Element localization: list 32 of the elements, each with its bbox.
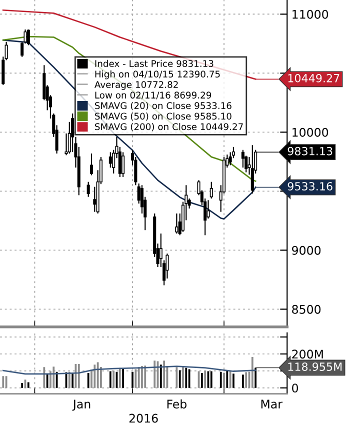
annotation: 9533.16 — [288, 182, 332, 190]
candlestick — [86, 181, 90, 198]
candlestick — [122, 152, 125, 178]
y-tick-label: 10000 — [292, 128, 328, 137]
legend-label: SMAVG (200) on Close 10449.27 — [95, 123, 243, 132]
annotation: 9831.13 — [288, 146, 332, 156]
annotation: Average 10772.82 — [94, 81, 178, 90]
y-tick-label: 11000 — [292, 10, 328, 19]
annotation: 118.955M — [288, 362, 342, 371]
y-tick-label: 9000 — [292, 246, 321, 255]
legend-label: Index - Last Price 9831.13 — [95, 60, 214, 68]
x-tick-label: Feb — [167, 399, 186, 409]
annotation: High on 04/10/15 12390.75 — [95, 70, 220, 80]
legend-label: SMAVG (20) on Close 9533.16 — [95, 102, 232, 110]
candlestick — [250, 144, 254, 194]
candlestick — [241, 149, 244, 168]
annotation: Low on 02/11/16 8699.29 — [95, 92, 212, 100]
line-series — [2, 366, 256, 375]
x-tick-label: Mar — [261, 400, 282, 409]
legend-label: SMAVG (50) on Close 9585.10 — [95, 112, 232, 121]
candlestick — [108, 152, 112, 168]
y-tick-label: 0 — [292, 384, 298, 393]
candlestick — [26, 28, 30, 46]
candlestick — [210, 181, 213, 200]
x-tick-label: Jan — [72, 400, 90, 411]
x-axis-title: 2016 — [129, 414, 158, 423]
candlestick — [90, 152, 94, 176]
candlestick — [206, 200, 210, 220]
candlestick — [175, 212, 178, 234]
y-tick-label: 8500 — [292, 304, 321, 314]
annotation: 10449.27 — [288, 74, 340, 82]
y-tick-label: 200M — [292, 350, 323, 359]
